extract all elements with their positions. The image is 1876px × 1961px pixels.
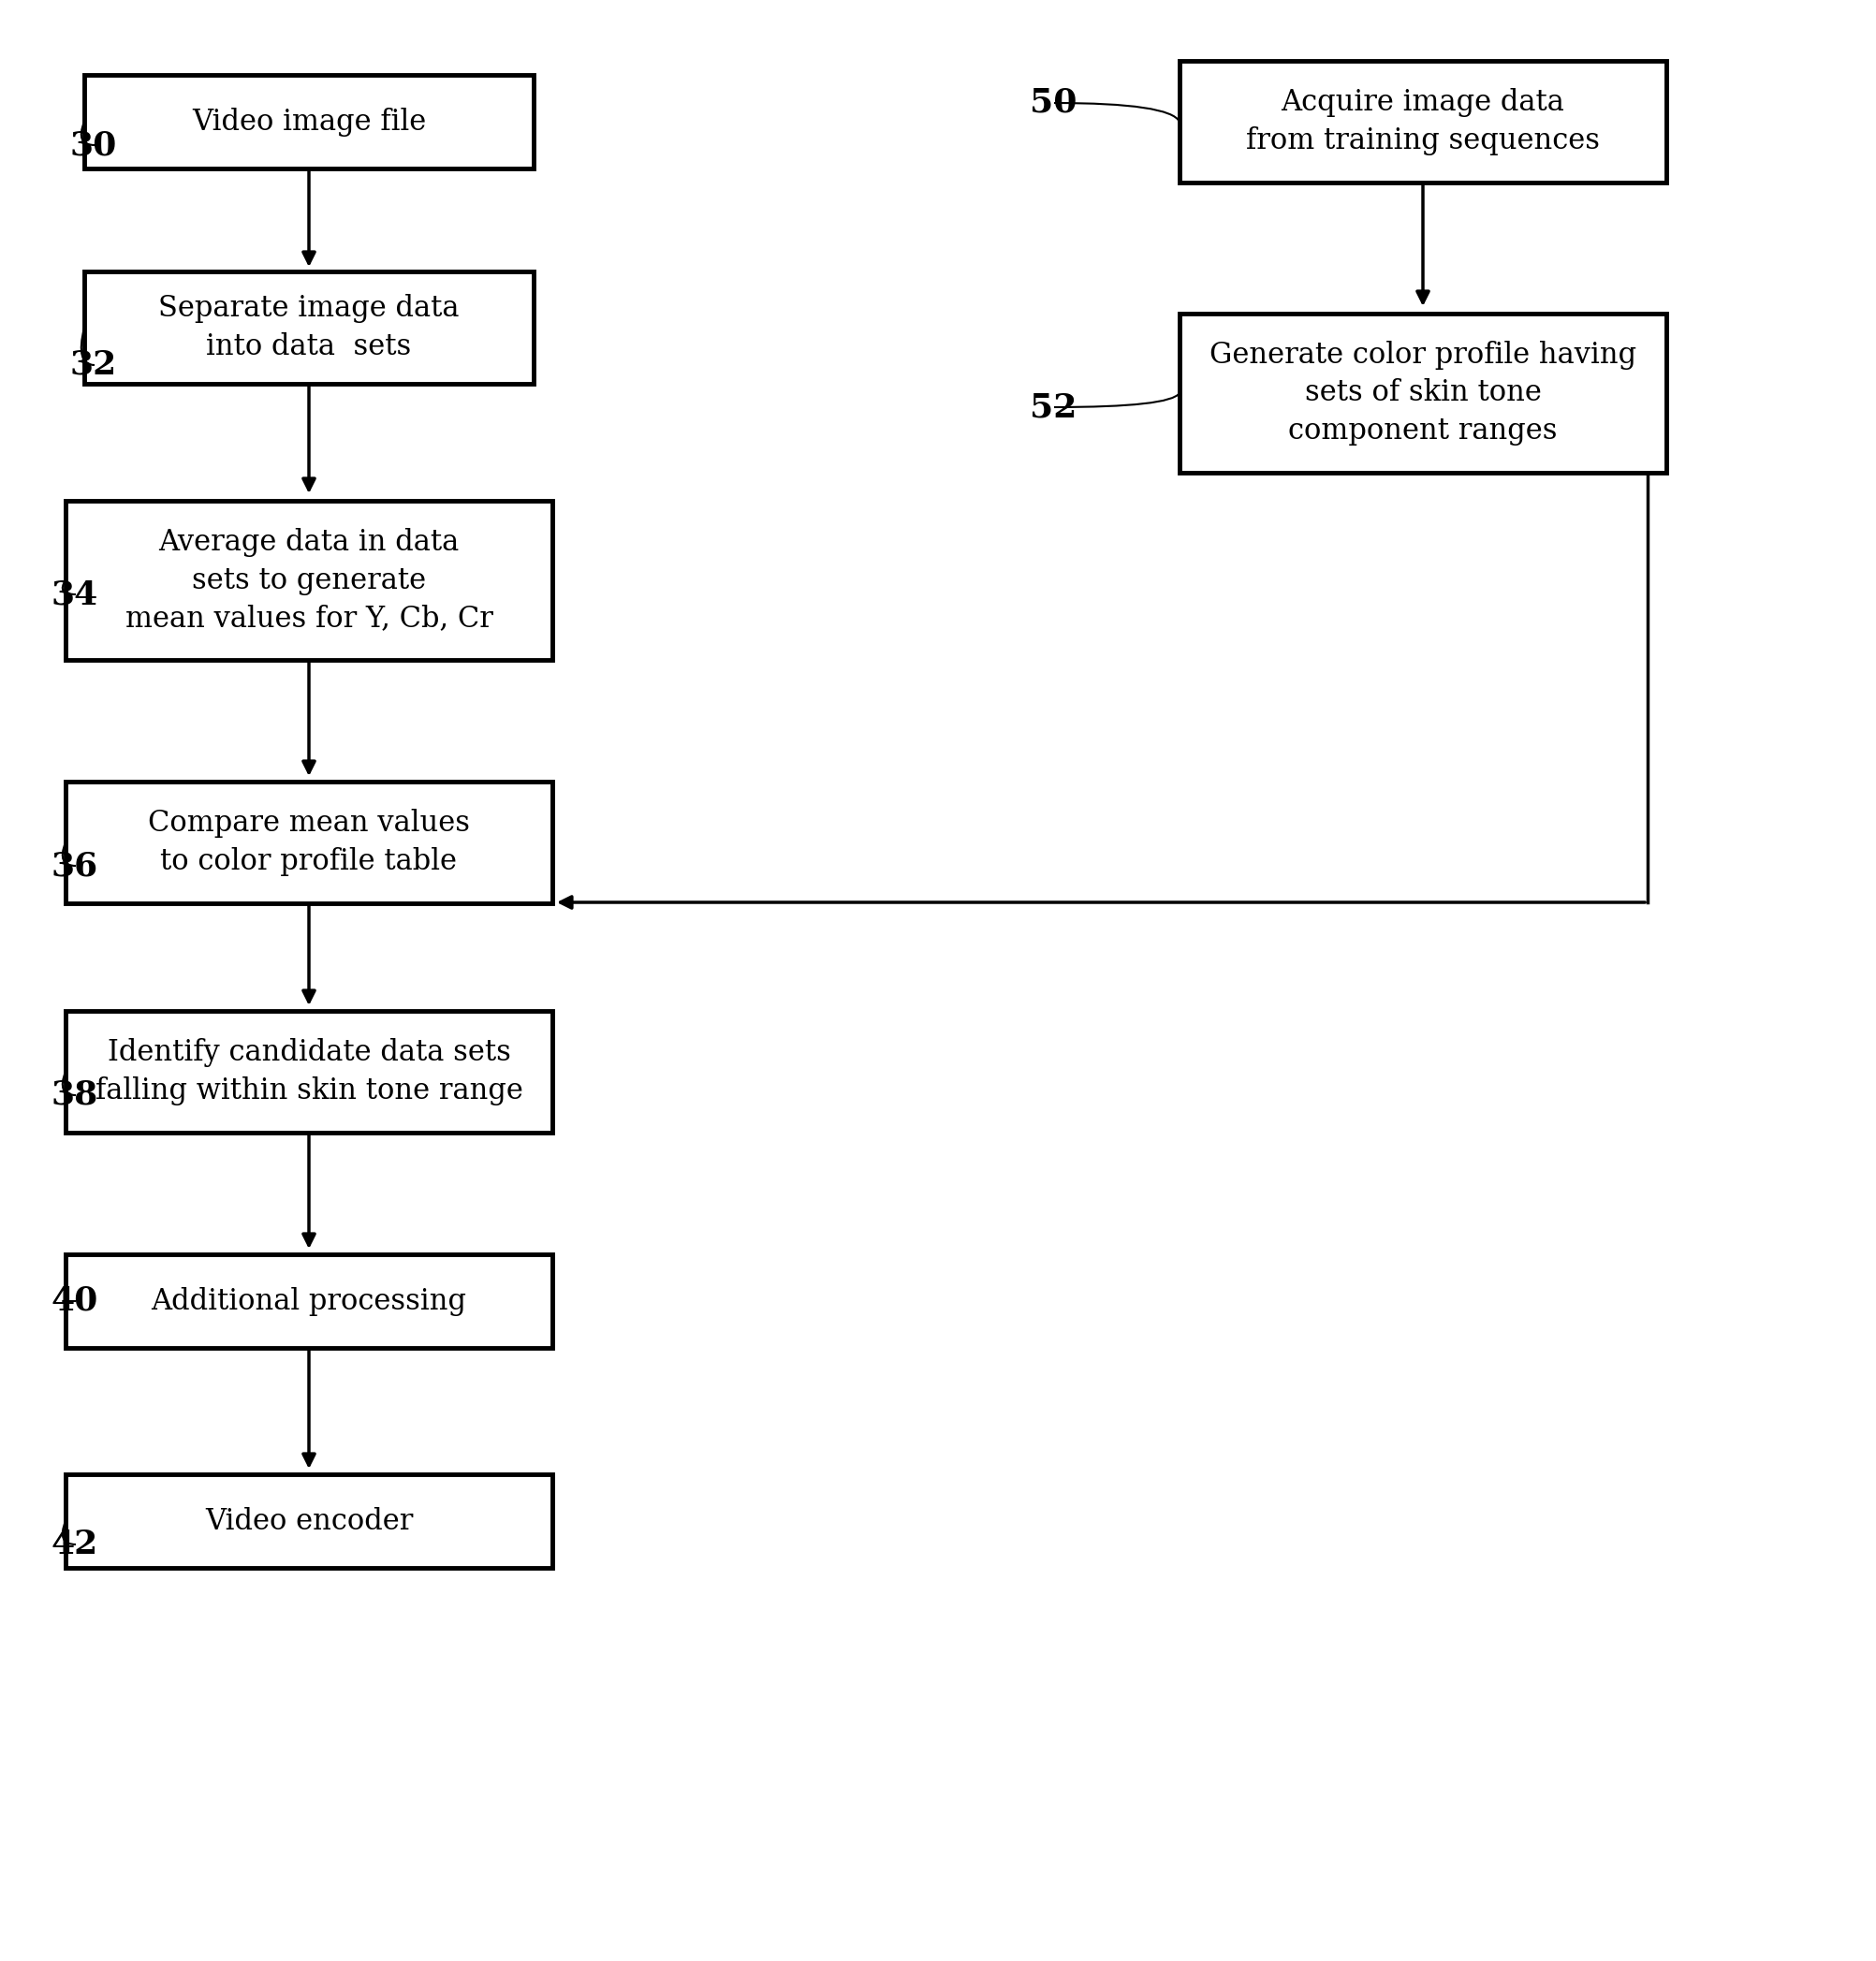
Text: Acquire image data
from training sequences: Acquire image data from training sequenc…: [1246, 88, 1600, 155]
Text: Average data in data
sets to generate
mean values for Y, Cb, Cr: Average data in data sets to generate me…: [126, 528, 493, 633]
Text: 40: 40: [51, 1284, 99, 1318]
Text: Additional processing: Additional processing: [152, 1286, 467, 1316]
Text: 30: 30: [69, 129, 118, 161]
Text: Video image file: Video image file: [191, 108, 426, 135]
Text: 32: 32: [69, 349, 116, 380]
Text: 34: 34: [51, 578, 99, 610]
Bar: [66, 1012, 552, 1133]
Text: 38: 38: [51, 1079, 99, 1112]
Text: 42: 42: [51, 1528, 99, 1561]
Text: 50: 50: [1030, 86, 1077, 120]
Bar: [66, 1255, 552, 1347]
Text: Generate color profile having
sets of skin tone
component ranges: Generate color profile having sets of sk…: [1210, 341, 1636, 445]
Bar: [84, 75, 533, 169]
Bar: [1180, 61, 1666, 182]
Bar: [66, 1475, 552, 1569]
Bar: [66, 500, 552, 661]
Text: 52: 52: [1030, 392, 1077, 424]
Text: Separate image data
into data  sets: Separate image data into data sets: [158, 294, 460, 361]
Bar: [1180, 314, 1666, 473]
Text: Compare mean values
to color profile table: Compare mean values to color profile tab…: [148, 810, 469, 877]
Bar: [84, 271, 533, 384]
Bar: [66, 782, 552, 904]
Text: Identify candidate data sets
falling within skin tone range: Identify candidate data sets falling wit…: [96, 1037, 523, 1106]
Text: 36: 36: [51, 849, 99, 882]
Text: Video encoder: Video encoder: [204, 1506, 413, 1535]
